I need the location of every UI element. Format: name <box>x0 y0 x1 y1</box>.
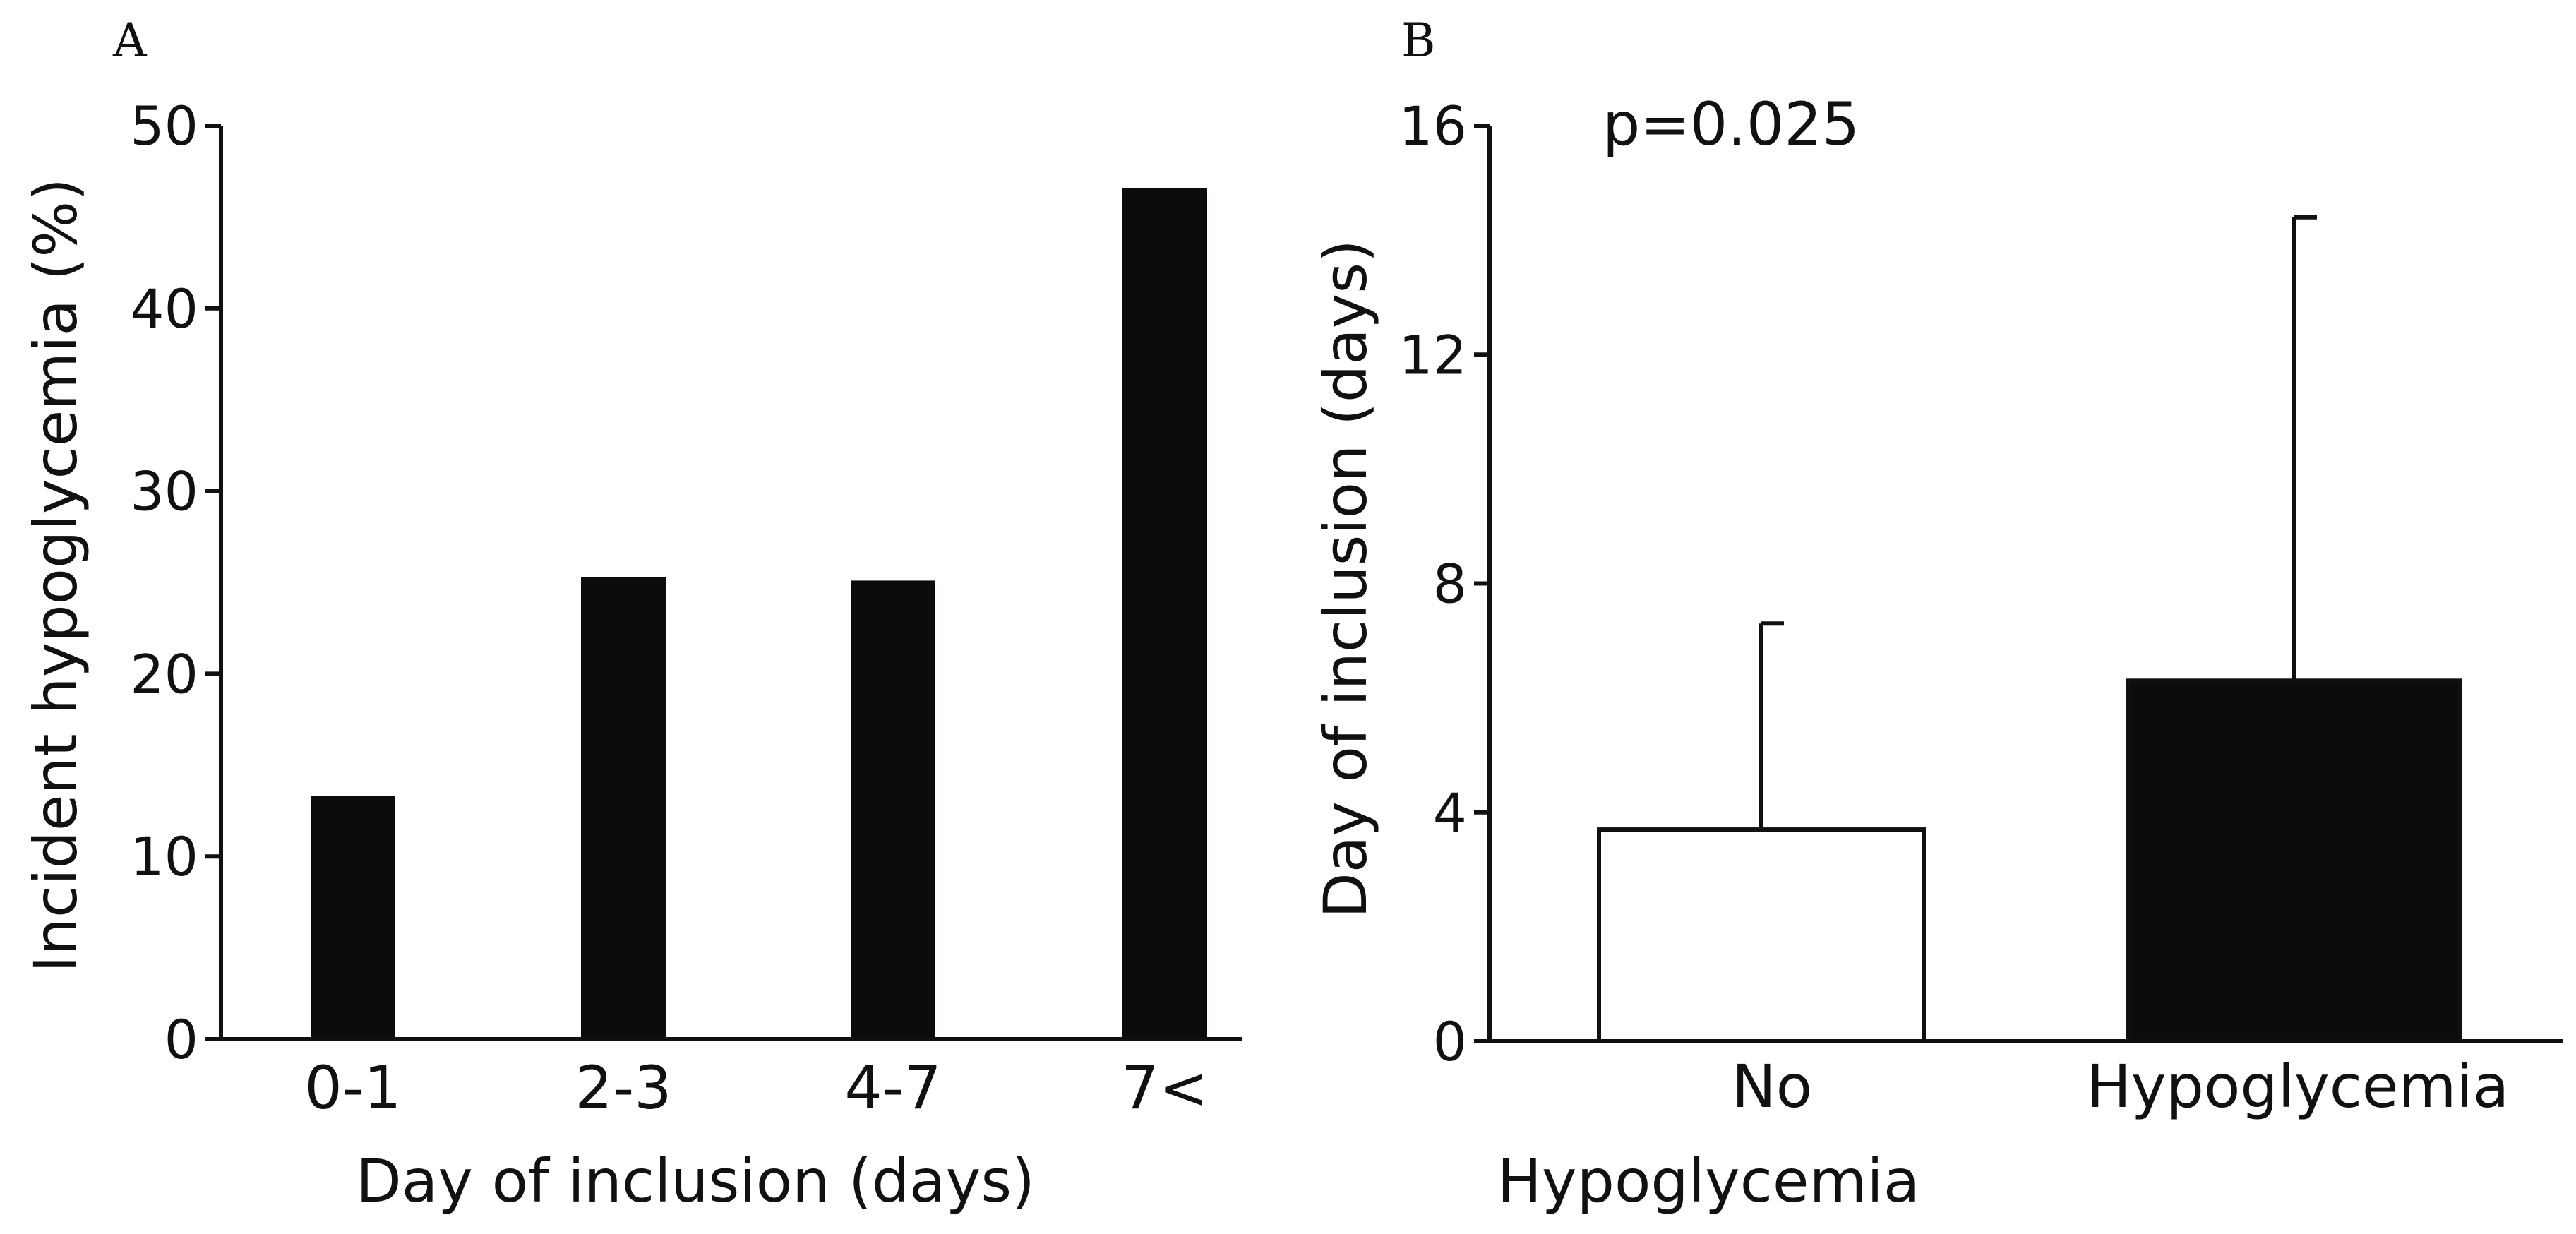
panel-a-bars <box>311 187 1207 1040</box>
panel-b-y-tick-label: 16 <box>1398 95 1467 157</box>
panel-a-bar <box>851 580 935 1039</box>
panel-b-y-tick-label: 12 <box>1398 323 1467 386</box>
panel-b-category-labels: No Hypoglycemia Hypoglycemia <box>1497 1052 2509 1216</box>
panel-a-bar <box>311 796 395 1039</box>
panel-a-category-label: 7< <box>1121 1053 1209 1122</box>
panel-b-bars <box>1597 678 2462 1044</box>
panel-a-bar <box>581 577 666 1039</box>
panel-a-y-tick-label: 10 <box>130 825 198 888</box>
panel-b-y-ticks: 0 4 8 12 16 <box>1398 95 1490 1073</box>
panel-a: A Incident hypoglycemia (%) Day of inclu… <box>21 13 1242 1216</box>
panel-a-category-labels: 0-1 2-3 4-7 7< <box>304 1053 1209 1122</box>
panel-a-y-tick-label: 0 <box>164 1008 198 1071</box>
p-value-annotation: p=0.025 <box>1602 90 1859 159</box>
panel-a-category-label: 4-7 <box>844 1053 941 1122</box>
panel-a-y-tick-label: 30 <box>130 460 198 523</box>
panel-b-y-tick-label: 8 <box>1433 553 1467 616</box>
panel-a-y-tick-label: 40 <box>130 277 198 340</box>
panel-b-bar <box>2126 678 2462 1044</box>
panel-b: B Day of inclusion (days) p=0.025 0 4 8 12 1… <box>1311 13 2563 1216</box>
panel-a-x-axis-title: Day of inclusion (days) <box>356 1146 1035 1216</box>
panel-b-y-tick-label: 0 <box>1433 1010 1467 1073</box>
panel-a-category-label: 2-3 <box>575 1053 671 1122</box>
panel-a-letter: A <box>112 13 148 68</box>
panel-a-category-label: 0-1 <box>304 1053 401 1122</box>
panel-b-category-label: Hypoglycemia <box>2087 1052 2509 1121</box>
panel-b-y-tick-label: 4 <box>1433 781 1467 844</box>
panel-b-category-label: No <box>1732 1052 1812 1121</box>
panel-a-bar <box>1122 187 1207 1040</box>
panel-b-y-axis-title: Day of inclusion (days) <box>1311 239 1380 918</box>
panel-b-bar <box>1597 827 1926 1043</box>
panel-a-y-tick-label: 20 <box>130 642 198 705</box>
panel-b-error-bars <box>1759 215 2317 830</box>
panel-b-letter: B <box>1401 13 1436 68</box>
panel-a-y-axis-title: Incident hypoglycemia (%) <box>21 178 90 973</box>
panel-a-y-tick-label: 50 <box>130 95 198 157</box>
panel-b-category-label: Hypoglycemia <box>1497 1146 1919 1216</box>
panel-a-y-ticks: 0 10 20 30 40 50 <box>130 95 221 1071</box>
